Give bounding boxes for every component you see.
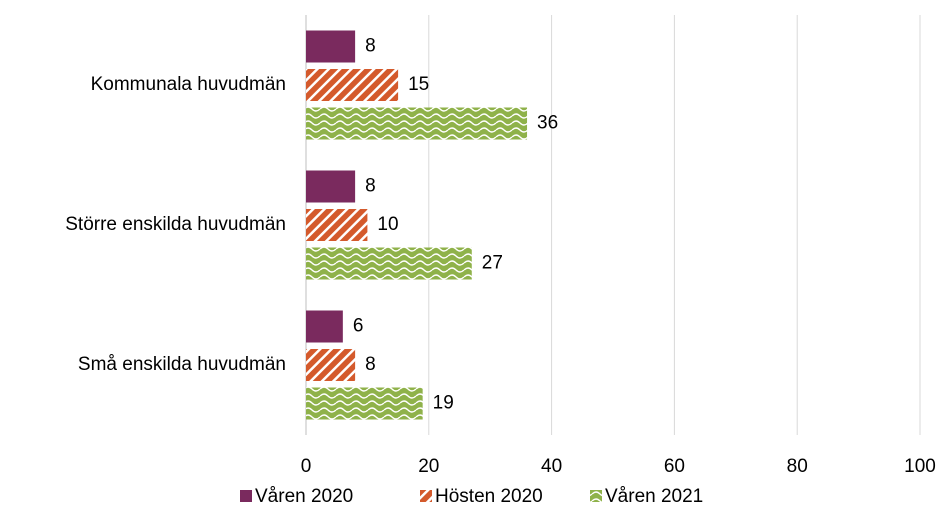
y-tick-label: Större enskilda huvudmän	[65, 214, 286, 235]
data-label: 8	[365, 176, 376, 197]
bar	[306, 107, 528, 140]
data-label: 15	[408, 74, 429, 95]
data-label: 19	[433, 393, 454, 414]
x-tick-label: 40	[541, 456, 562, 477]
bar	[306, 310, 343, 343]
data-label: 10	[377, 214, 398, 235]
bar	[306, 387, 423, 420]
legend-label: Våren 2020	[255, 486, 353, 507]
legend-marker	[420, 490, 432, 502]
x-tick-label: 20	[418, 456, 439, 477]
data-label: 36	[537, 113, 558, 134]
data-label: 6	[353, 316, 364, 337]
bar	[306, 69, 399, 101]
x-tick-label: 80	[787, 456, 808, 477]
bar	[306, 30, 356, 63]
data-label: 8	[365, 354, 376, 375]
legend-label: Våren 2021	[605, 486, 703, 507]
x-tick-label: 100	[904, 456, 936, 477]
bar	[306, 209, 368, 241]
bar	[306, 349, 356, 381]
bar	[306, 247, 472, 280]
legend-label: Hösten 2020	[435, 486, 543, 507]
y-tick-label: Kommunala huvudmän	[91, 74, 286, 95]
y-tick-label: Små enskilda huvudmän	[78, 354, 286, 375]
legend-marker	[590, 490, 602, 502]
x-tick-label: 0	[301, 456, 312, 477]
x-tick-label: 60	[664, 456, 685, 477]
data-label: 27	[482, 253, 503, 274]
legend-marker	[240, 490, 252, 502]
data-label: 8	[365, 36, 376, 57]
bar	[306, 170, 356, 203]
